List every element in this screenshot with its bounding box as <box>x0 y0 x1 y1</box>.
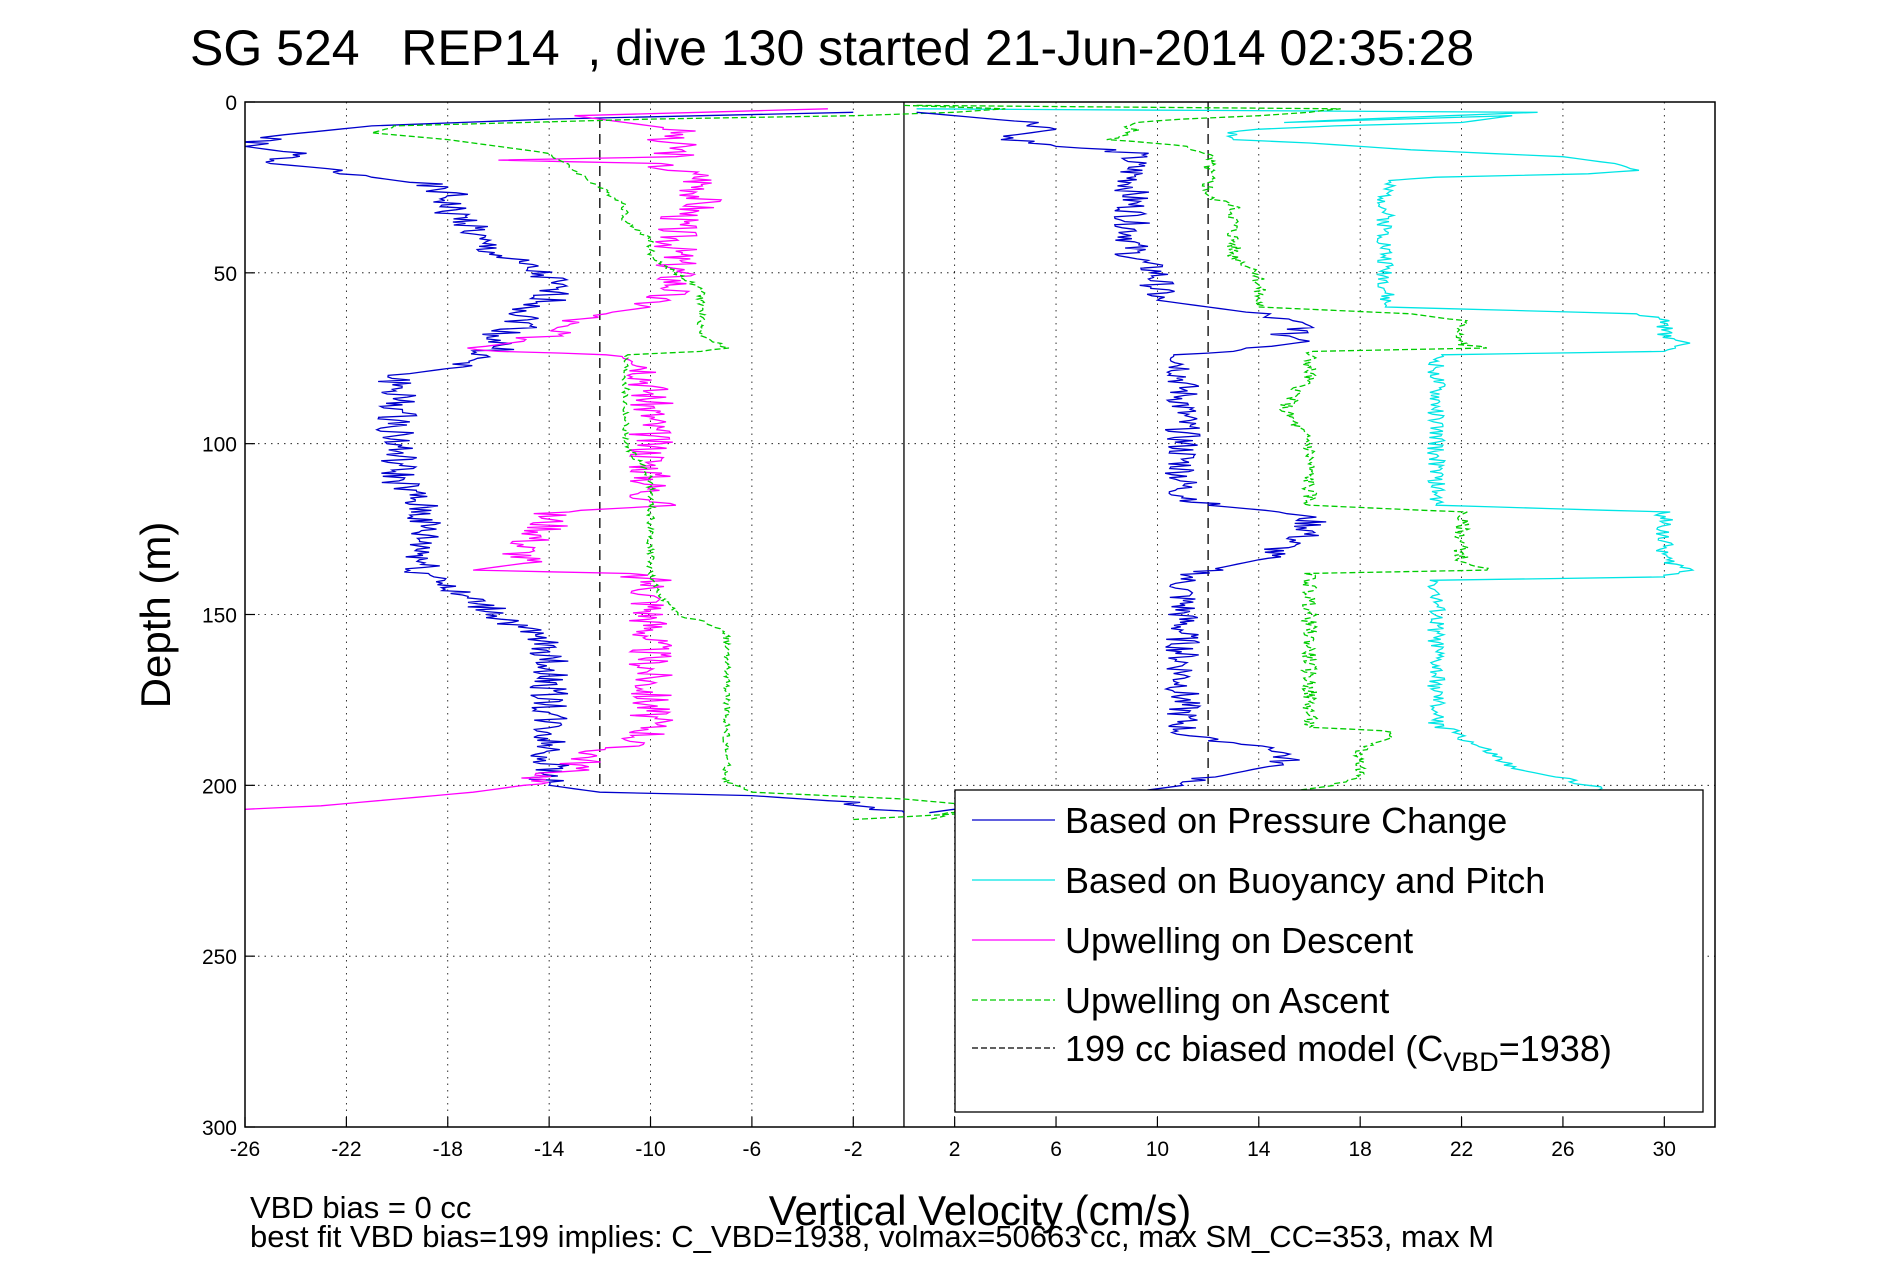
y-tick-label: 0 <box>225 92 237 115</box>
data-series <box>245 104 1695 821</box>
y-tick-label: 200 <box>202 775 237 798</box>
y-tick-label: 100 <box>202 434 237 457</box>
y-tick-label: 300 <box>202 1117 237 1140</box>
x-tick-label: 14 <box>1247 1138 1271 1161</box>
legend-label: Upwelling on Ascent <box>1065 980 1389 1021</box>
x-axis-label: Vertical Velocity (cm/s) <box>769 1187 1191 1234</box>
legend-box <box>954 789 1704 1113</box>
x-tick-label: 30 <box>1653 1138 1676 1161</box>
y-tick-label: 250 <box>202 946 237 969</box>
y-axis-label: Depth (m) <box>132 522 179 709</box>
series-line <box>916 108 1695 797</box>
annotation-best-fit: best fit VBD bias=199 implies: C_VBD=193… <box>250 1219 1494 1254</box>
x-tick-label: 18 <box>1348 1138 1371 1161</box>
x-tick-label: 22 <box>1450 1138 1473 1161</box>
x-tick-label: 2 <box>949 1138 961 1161</box>
x-tick-label: 6 <box>1050 1138 1062 1161</box>
legend-label: Based on Pressure Change <box>1065 800 1507 841</box>
x-tick-label: -6 <box>743 1138 762 1161</box>
series-line <box>916 104 1490 821</box>
x-tick-label: -14 <box>534 1138 565 1161</box>
series-line <box>245 108 828 810</box>
legend: Based on Pressure Change Based on Buoyanc… <box>954 789 1704 1113</box>
y-tick-label: 50 <box>214 263 237 286</box>
y-tick-label: 150 <box>202 605 237 628</box>
series-line <box>916 111 1327 814</box>
x-tick-label: -22 <box>331 1138 361 1161</box>
x-tick-label: -26 <box>230 1138 260 1161</box>
axis-ticks: -26 -22 -18 -14 -10 -6 -2 2 6 10 14 18 22 26 300501001… <box>202 92 1676 1161</box>
legend-label: Based on Buoyancy and Pitch <box>1065 860 1545 901</box>
chart-title: SG 524 REP14 , dive 130 started 21-Jun-2… <box>190 20 1474 76</box>
series-line <box>245 111 905 814</box>
x-tick-label: -2 <box>844 1138 863 1161</box>
x-tick-label: -10 <box>635 1138 665 1161</box>
legend-label: 199 cc biased model (CVBD=1938) <box>1065 1028 1612 1077</box>
series-line <box>371 104 1006 821</box>
x-tick-label: 26 <box>1551 1138 1574 1161</box>
x-tick-label: -18 <box>433 1138 463 1161</box>
reference-lines <box>599 102 1209 1127</box>
annotation-bias: VBD bias = 0 cc <box>250 1190 471 1225</box>
x-tick-label: 10 <box>1146 1138 1169 1161</box>
legend-label: Upwelling on Descent <box>1065 920 1413 961</box>
